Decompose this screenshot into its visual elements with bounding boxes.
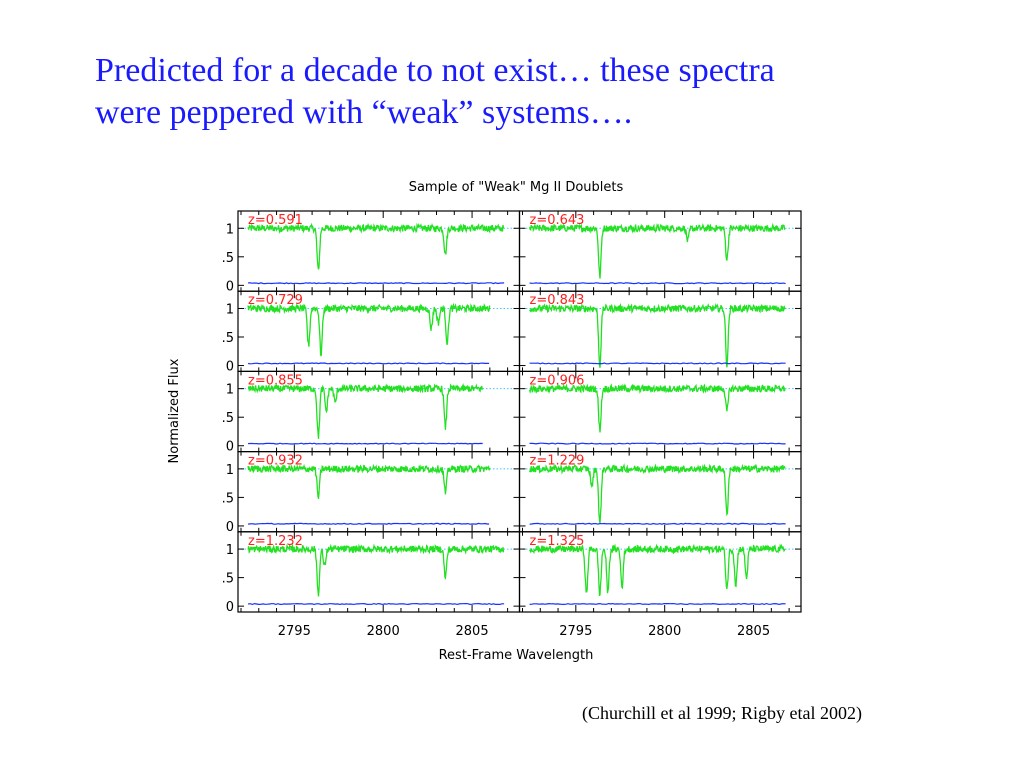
panel-redshift-label: z=0.855 — [248, 373, 303, 388]
y-tick-label: .5 — [222, 251, 234, 266]
y-tick-label: 1 — [226, 383, 234, 398]
error-spectrum — [529, 522, 786, 525]
error-spectrum — [248, 602, 505, 606]
flux-spectrum — [247, 222, 505, 270]
x-tick-label: 2795 — [559, 624, 592, 639]
error-spectrum — [529, 442, 786, 445]
panel-redshift-label: z=1.229 — [530, 454, 585, 469]
error-spectrum — [248, 442, 483, 445]
chart-panels: z=0.591 0 .5 1 z=0.643 z=0.729 0 .5 1 z=0.843 z=0.… — [222, 210, 802, 639]
chart-xlabel: Rest-Frame Wavelength — [439, 648, 594, 663]
panel-frame — [518, 531, 802, 613]
flux-spectrum — [247, 543, 505, 597]
chart-ylabel: Normalized Flux — [167, 358, 182, 463]
y-tick-label: .5 — [222, 491, 234, 506]
panel-redshift-label: z=1.232 — [248, 534, 303, 549]
error-spectrum — [529, 282, 786, 285]
y-tick-label: 0 — [226, 360, 234, 375]
panel-redshift-label: z=1.325 — [530, 534, 585, 549]
panel-redshift-label: z=0.843 — [530, 293, 585, 308]
error-spectrum — [248, 362, 490, 365]
x-tick-label: 2795 — [278, 624, 311, 639]
x-tick-label: 2800 — [367, 624, 400, 639]
slide-title: Predicted for a decade to not exist… the… — [95, 50, 975, 134]
error-spectrum — [529, 602, 786, 606]
y-tick-label: 1 — [226, 543, 234, 558]
y-tick-label: .5 — [222, 572, 234, 587]
flux-spectrum — [529, 543, 786, 597]
panel-redshift-label: z=0.932 — [248, 454, 303, 469]
flux-spectrum — [247, 463, 491, 499]
flux-spectrum — [529, 302, 786, 368]
panel-redshift-label: z=0.906 — [530, 373, 585, 388]
flux-spectrum — [528, 222, 786, 279]
y-tick-label: 0 — [226, 279, 234, 294]
y-tick-label: .5 — [222, 411, 234, 426]
x-tick-label: 2805 — [456, 624, 489, 639]
panel-redshift-label: z=0.643 — [530, 213, 585, 228]
y-tick-label: 1 — [226, 222, 234, 237]
y-tick-label: 0 — [226, 600, 234, 615]
y-tick-label: 1 — [226, 463, 234, 478]
chart-title: Sample of "Weak" Mg II Doublets — [409, 180, 624, 195]
x-tick-label: 2800 — [648, 624, 681, 639]
flux-spectrum — [247, 383, 483, 439]
y-tick-label: 0 — [226, 440, 234, 455]
error-spectrum — [248, 282, 505, 285]
panel-redshift-label: z=0.729 — [248, 293, 303, 308]
slide-title-line-1: Predicted for a decade to not exist… the… — [95, 52, 775, 89]
y-tick-label: 1 — [226, 302, 234, 317]
error-spectrum — [248, 522, 490, 525]
y-tick-label: .5 — [222, 331, 234, 346]
citation: (Churchill et al 1999; Rigby etal 2002) — [582, 703, 862, 723]
y-tick-label: 0 — [226, 520, 234, 535]
panel-redshift-label: z=0.591 — [248, 213, 303, 228]
flux-spectrum — [528, 382, 786, 433]
slide-title-line-2: were peppered with “weak” systems…. — [95, 94, 633, 131]
flux-spectrum — [247, 302, 491, 357]
error-spectrum — [529, 362, 786, 365]
x-tick-label: 2805 — [737, 624, 770, 639]
flux-spectrum — [528, 463, 786, 524]
